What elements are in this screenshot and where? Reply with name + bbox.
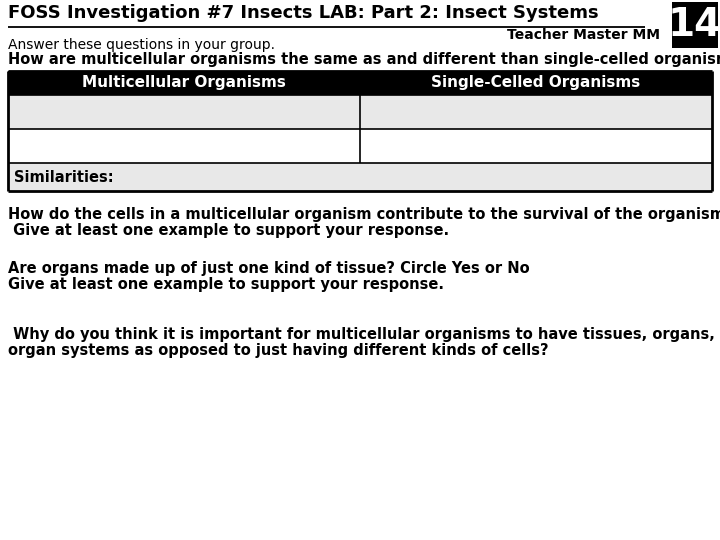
Text: organ systems as opposed to just having different kinds of cells?: organ systems as opposed to just having … — [8, 343, 549, 358]
FancyBboxPatch shape — [672, 2, 718, 48]
FancyBboxPatch shape — [8, 163, 712, 191]
FancyBboxPatch shape — [8, 129, 712, 163]
Text: Single-Celled Organisms: Single-Celled Organisms — [431, 76, 641, 91]
Text: How do the cells in a multicellular organism contribute to the survival of the o: How do the cells in a multicellular orga… — [8, 207, 720, 222]
Text: Why do you think it is important for multicellular organisms to have tissues, or: Why do you think it is important for mul… — [8, 327, 720, 342]
Text: Multicellular Organisms: Multicellular Organisms — [82, 76, 286, 91]
Text: How are multicellular organisms the same as and different than single-celled org: How are multicellular organisms the same… — [8, 52, 720, 67]
Text: Similarities:: Similarities: — [14, 170, 114, 185]
FancyBboxPatch shape — [8, 95, 712, 129]
FancyBboxPatch shape — [8, 71, 712, 95]
Text: Are organs made up of just one kind of tissue? Circle Yes or No: Are organs made up of just one kind of t… — [8, 261, 530, 276]
Text: Teacher Master MM: Teacher Master MM — [507, 28, 660, 42]
Text: Answer these questions in your group.: Answer these questions in your group. — [8, 38, 275, 52]
Text: Give at least one example to support your response.: Give at least one example to support you… — [8, 223, 449, 238]
Text: FOSS Investigation #7 Insects LAB: Part 2: Insect Systems: FOSS Investigation #7 Insects LAB: Part … — [8, 4, 598, 22]
Text: Give at least one example to support your response.: Give at least one example to support you… — [8, 277, 444, 292]
Text: 14: 14 — [668, 6, 720, 44]
